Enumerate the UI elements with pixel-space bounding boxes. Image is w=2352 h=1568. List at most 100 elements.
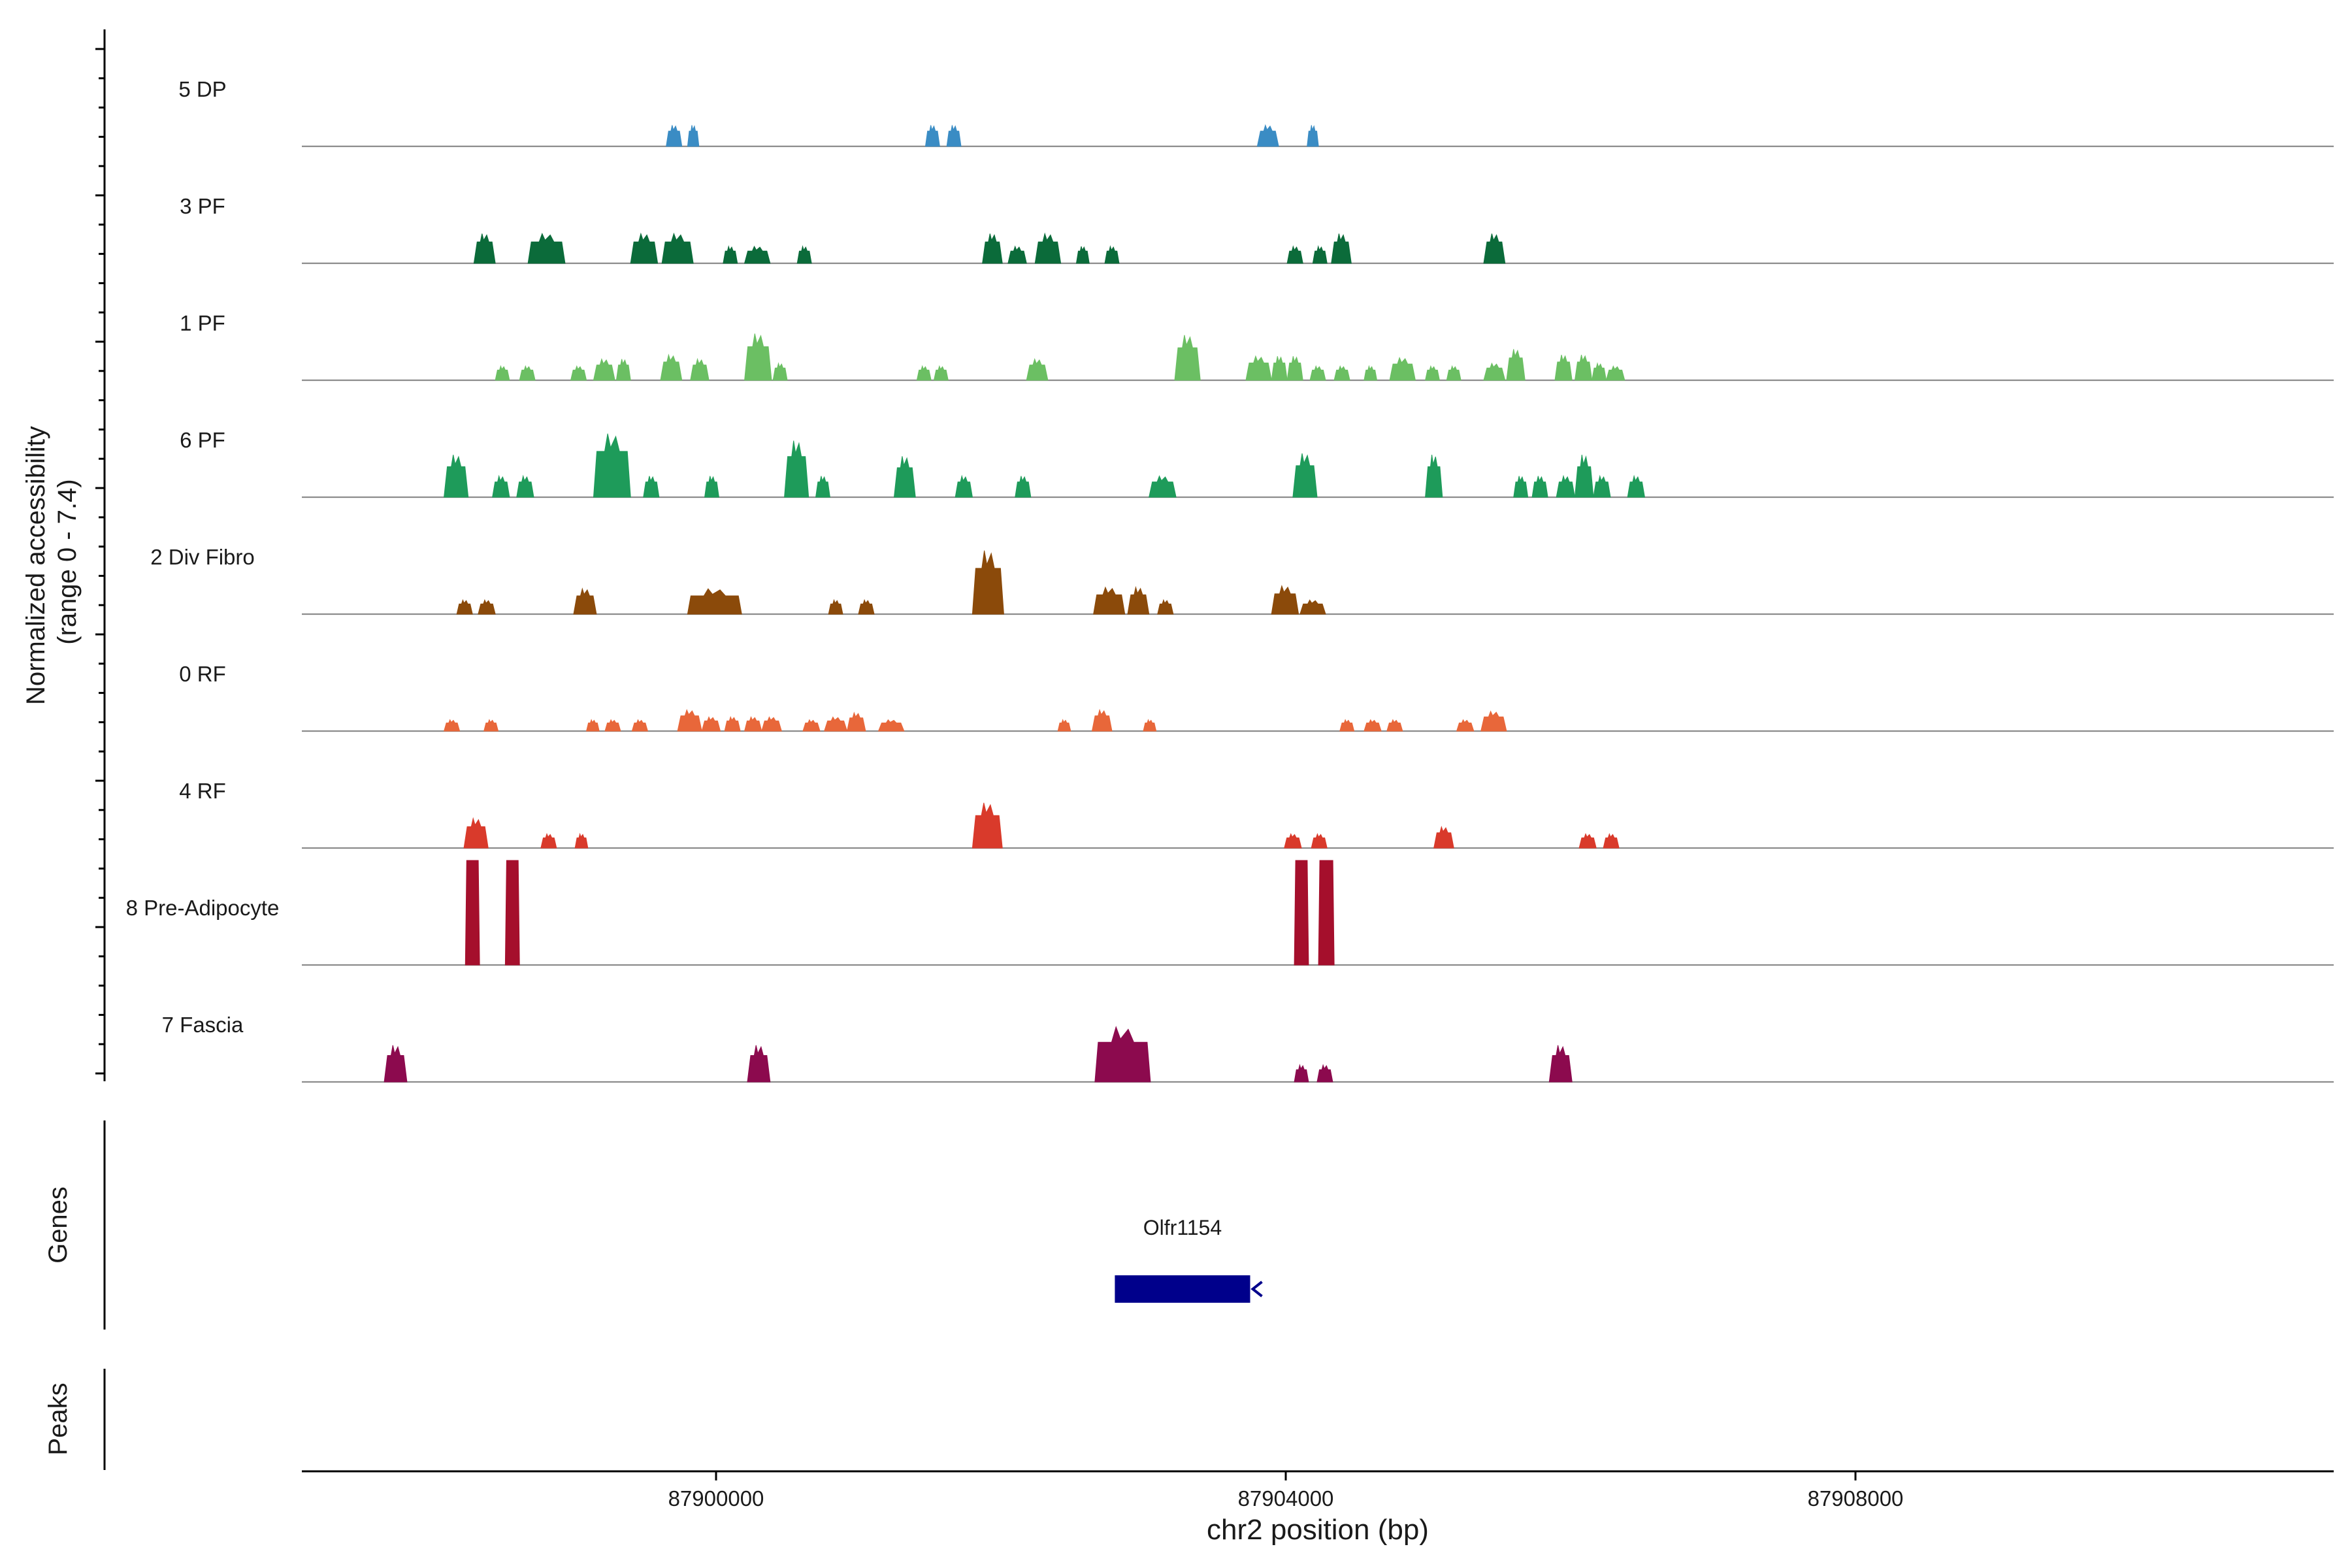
coverage-peak	[796, 245, 812, 264]
coverage-peak	[574, 832, 589, 849]
coverage-peak	[1386, 719, 1403, 732]
coverage-peak	[687, 125, 700, 147]
coverage-peak	[527, 233, 566, 264]
genes-track-label: Genes	[44, 1186, 73, 1264]
coverage-peak	[916, 365, 932, 381]
coverage-peak	[1026, 358, 1049, 381]
y-axis-title-line-2: (range 0 - 7.4)	[53, 479, 82, 644]
coverage-peak	[384, 1045, 408, 1083]
coverage-peak	[877, 719, 905, 732]
x-tick-label: 87900000	[668, 1486, 764, 1511]
coverage-peak	[1311, 832, 1328, 849]
track-3-pf: 3 PF	[180, 194, 2334, 265]
coverage-peak	[1057, 719, 1071, 732]
coverage-peak	[802, 719, 821, 732]
coverage-peak	[828, 598, 843, 615]
coverage-peak	[1256, 123, 1279, 147]
coverage-peak	[519, 365, 536, 381]
coverage-peak	[495, 365, 510, 381]
genes-track: Genes Olfr1154	[44, 1120, 1263, 1330]
coverage-peak	[1433, 825, 1454, 849]
track-label: 6 PF	[180, 428, 225, 452]
coverage-peak	[1149, 475, 1177, 498]
x-axis-ticks: 87900000 87904000 87908000	[668, 1471, 1904, 1511]
coverage-peak	[1318, 860, 1335, 966]
track-label: 8 Pre-Adipocyte	[126, 896, 280, 920]
coverage-peak	[1578, 833, 1597, 849]
coverage-peak	[593, 433, 631, 498]
strand-arrow-icon	[1250, 1281, 1263, 1298]
coverage-peak	[1339, 719, 1355, 732]
coverage-peak	[1446, 365, 1462, 381]
coverage-peak	[456, 598, 473, 615]
gene-body	[1115, 1275, 1250, 1303]
coverage-peak	[1456, 719, 1475, 732]
x-axis: 87900000 87904000 87908000 chr2 position (…	[302, 1470, 2334, 1546]
coverage-peak	[1548, 1045, 1573, 1083]
coverage-peak	[724, 715, 741, 732]
coverage-peak	[615, 359, 631, 381]
coverage-peak	[743, 245, 771, 264]
coverage-peak	[815, 476, 830, 498]
coverage-peak	[1245, 355, 1272, 381]
coverage-peak	[604, 719, 621, 732]
track-7-fascia: 7 Fascia	[162, 1013, 2334, 1083]
coverage-peak	[1331, 233, 1352, 264]
coverage-peak	[492, 474, 510, 498]
coverage-peak	[677, 709, 702, 732]
coverage-peak	[593, 358, 615, 381]
track-label: 7 Fascia	[162, 1013, 244, 1037]
track-label: 2 Div Fibro	[150, 545, 255, 569]
coverage-peak	[1556, 474, 1576, 498]
coverage-peak	[643, 476, 660, 498]
coverage-peak	[483, 719, 499, 732]
coverage-peak	[1593, 474, 1611, 498]
coverage-peak	[1627, 474, 1645, 498]
coverage-peak	[1574, 354, 1593, 381]
coverage-peak	[744, 333, 772, 381]
coverage-peak	[946, 125, 962, 147]
coverage-peak	[824, 716, 848, 732]
track-label: 0 RF	[179, 662, 226, 686]
coverage-peak	[1425, 455, 1443, 498]
coverage-peak	[666, 125, 683, 147]
coverage-peak	[1015, 476, 1032, 498]
track-4-rf: 4 RF	[179, 779, 2334, 849]
coverage-peak	[1483, 362, 1506, 381]
coverage-peak	[1554, 354, 1573, 381]
coverage-peak	[1307, 125, 1319, 147]
coverage-peak	[1286, 245, 1303, 264]
coverage-peak	[660, 353, 683, 381]
coverage-peak	[1007, 245, 1027, 264]
coverage-peak	[1316, 1064, 1333, 1083]
coverage-peak	[1271, 585, 1299, 615]
track-label: 3 PF	[180, 194, 225, 218]
coverage-peak	[1531, 476, 1548, 498]
coverage-peak	[1271, 356, 1288, 381]
track-2-div-fibro: 2 Div Fibro	[150, 545, 2334, 615]
coverage-peak	[1513, 476, 1529, 498]
y-axis-title: Normalized accessibility (range 0 - 7.4)	[22, 419, 82, 705]
coverage-peak	[858, 598, 875, 615]
coverage-peak	[631, 719, 649, 732]
coverage-peak	[1286, 356, 1303, 381]
x-tick-label: 87908000	[1808, 1486, 1904, 1511]
y-axis: Normalized accessibility (range 0 - 7.4)	[22, 29, 106, 1081]
coverage-peak	[1034, 232, 1062, 264]
coverage-peak	[465, 860, 480, 966]
track-label: 5 DP	[178, 77, 226, 101]
coverage-peak	[784, 440, 809, 498]
coverage-peak	[443, 719, 461, 732]
coverage-peak	[924, 125, 940, 147]
peaks-track: Peaks	[44, 1369, 106, 1470]
coverage-peak	[661, 233, 694, 264]
coverage-peak	[1094, 1026, 1151, 1083]
coverage-peak	[1104, 245, 1120, 264]
coverage-peak	[1333, 365, 1350, 381]
coverage-peak	[478, 599, 496, 615]
gene-annotations: Olfr1154	[1115, 1216, 1263, 1303]
peaks-track-label: Peaks	[44, 1382, 73, 1455]
coverage-peak	[1592, 362, 1607, 381]
coverage-peak	[1127, 585, 1150, 615]
coverage-peak	[761, 716, 782, 732]
